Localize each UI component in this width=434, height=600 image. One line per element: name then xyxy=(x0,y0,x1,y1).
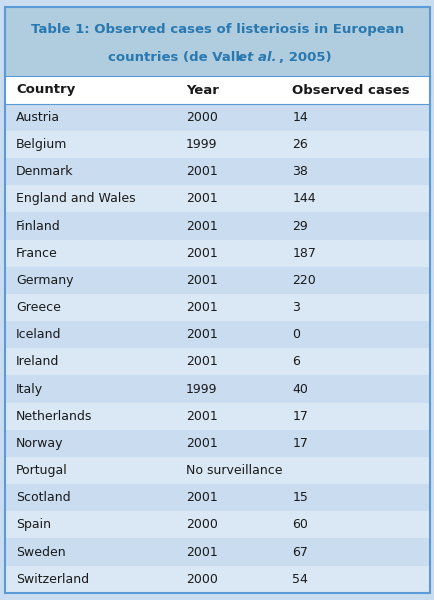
Text: 60: 60 xyxy=(292,518,307,532)
Text: Denmark: Denmark xyxy=(16,165,73,178)
Text: 2001: 2001 xyxy=(185,220,217,233)
Text: 2001: 2001 xyxy=(185,355,217,368)
Bar xyxy=(5,158,429,185)
Text: 187: 187 xyxy=(292,247,316,260)
Text: 17: 17 xyxy=(292,437,307,450)
Text: Italy: Italy xyxy=(16,383,43,395)
Text: Ireland: Ireland xyxy=(16,355,59,368)
Text: Belgium: Belgium xyxy=(16,138,67,151)
Bar xyxy=(5,403,429,430)
Text: , 2005): , 2005) xyxy=(279,51,331,64)
Text: Year: Year xyxy=(185,83,218,97)
Text: 17: 17 xyxy=(292,410,307,423)
Text: 0: 0 xyxy=(292,328,299,341)
Bar xyxy=(5,212,429,239)
Text: Germany: Germany xyxy=(16,274,73,287)
Text: 2000: 2000 xyxy=(185,573,217,586)
Text: Iceland: Iceland xyxy=(16,328,62,341)
Text: 38: 38 xyxy=(292,165,307,178)
Text: 2001: 2001 xyxy=(185,437,217,450)
Text: 29: 29 xyxy=(292,220,307,233)
Bar xyxy=(5,484,429,511)
Text: 14: 14 xyxy=(292,111,307,124)
Bar xyxy=(5,538,429,566)
Text: Norway: Norway xyxy=(16,437,63,450)
Text: 2001: 2001 xyxy=(185,301,217,314)
Text: 1999: 1999 xyxy=(185,383,217,395)
Bar xyxy=(5,457,429,484)
Bar xyxy=(5,239,429,267)
Text: 144: 144 xyxy=(292,193,315,205)
Text: countries (de Valk: countries (de Valk xyxy=(108,51,248,64)
Bar xyxy=(5,321,429,348)
Bar xyxy=(5,294,429,321)
Text: 2001: 2001 xyxy=(185,247,217,260)
Text: 2001: 2001 xyxy=(185,274,217,287)
Text: 2001: 2001 xyxy=(185,491,217,504)
Text: 2001: 2001 xyxy=(185,165,217,178)
Text: Table 1: Observed cases of listeriosis in European: Table 1: Observed cases of listeriosis i… xyxy=(31,23,403,37)
Bar xyxy=(5,7,429,76)
Bar xyxy=(5,267,429,294)
Text: 1999: 1999 xyxy=(185,138,217,151)
Text: Spain: Spain xyxy=(16,518,51,532)
Text: 54: 54 xyxy=(292,573,307,586)
Text: 2001: 2001 xyxy=(185,410,217,423)
Bar xyxy=(5,566,429,593)
Text: 2000: 2000 xyxy=(185,518,217,532)
Text: 2001: 2001 xyxy=(185,193,217,205)
Text: 15: 15 xyxy=(292,491,307,504)
Text: England and Wales: England and Wales xyxy=(16,193,135,205)
Bar xyxy=(5,131,429,158)
Text: Sweden: Sweden xyxy=(16,545,66,559)
Text: Greece: Greece xyxy=(16,301,61,314)
Text: Country: Country xyxy=(16,83,75,97)
Text: 67: 67 xyxy=(292,545,307,559)
Text: 2001: 2001 xyxy=(185,545,217,559)
Text: Finland: Finland xyxy=(16,220,61,233)
Bar xyxy=(5,185,429,212)
Text: 6: 6 xyxy=(292,355,299,368)
Text: 3: 3 xyxy=(292,301,299,314)
Bar xyxy=(5,511,429,538)
Text: Observed cases: Observed cases xyxy=(292,83,409,97)
Text: Netherlands: Netherlands xyxy=(16,410,92,423)
Text: 220: 220 xyxy=(292,274,316,287)
Bar xyxy=(5,376,429,403)
Text: Scotland: Scotland xyxy=(16,491,71,504)
Text: 40: 40 xyxy=(292,383,307,395)
Text: et al.: et al. xyxy=(237,51,276,64)
Text: Switzerland: Switzerland xyxy=(16,573,89,586)
Text: No surveillance: No surveillance xyxy=(185,464,282,477)
Bar xyxy=(5,348,429,376)
Text: 26: 26 xyxy=(292,138,307,151)
Text: 2001: 2001 xyxy=(185,328,217,341)
Text: Austria: Austria xyxy=(16,111,60,124)
Bar xyxy=(5,430,429,457)
Bar xyxy=(5,76,429,104)
Text: France: France xyxy=(16,247,58,260)
Text: 2000: 2000 xyxy=(185,111,217,124)
Bar xyxy=(5,104,429,131)
Text: Portugal: Portugal xyxy=(16,464,68,477)
